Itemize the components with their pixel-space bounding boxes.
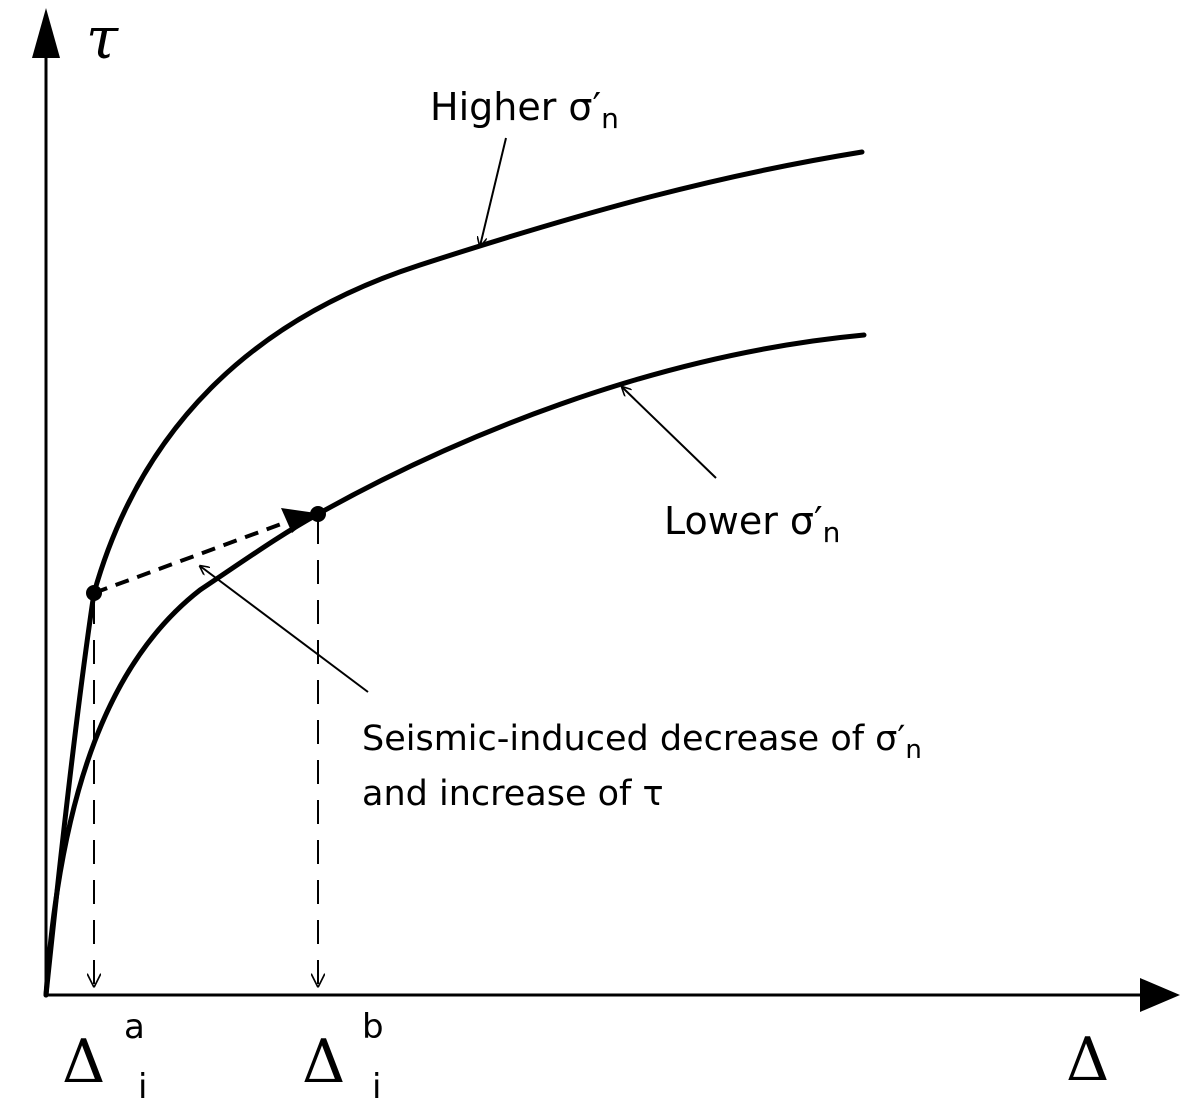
x-axis-label: Δ [1066,1025,1109,1095]
stress-path-arrowhead [281,508,316,533]
label-lower-sub: n [823,516,841,549]
tick-b-base: Δ [302,1027,345,1097]
tick-a-sup: a [124,1007,145,1047]
point-b [310,506,326,522]
annotation-line-1-text: Seismic-induced decrease of σ′ [362,719,905,759]
label-higher-stress: Higher σ′n [430,85,619,135]
tick-b-sub: i [372,1067,381,1107]
leader-higher [480,137,507,246]
tick-a-sub: i [138,1067,147,1107]
curve-higher-stress [43,149,865,998]
leader-lower [622,387,717,479]
annotation-line-1: Seismic-induced decrease of σ′n [362,719,922,765]
tick-b-sup: b [362,1007,384,1047]
stress-path-dashed-arrow [93,518,293,595]
label-lower-text: Lower σ′ [664,499,823,543]
x-axis-arrowhead [1140,978,1180,1012]
tick-a-base: Δ [62,1027,105,1097]
point-a [86,585,102,601]
annotation-line-1-sub: n [905,735,921,765]
label-lower-stress: Lower σ′n [664,499,840,549]
label-higher-text: Higher σ′ [430,85,601,129]
tick-label-a: Δ a i [62,1007,147,1107]
tick-label-b: Δ b i [302,1007,384,1107]
y-axis-label: τ [86,4,119,72]
y-axis-arrowhead [32,8,60,58]
curve-lower-stress [43,332,867,998]
annotation-line-2: and increase of τ [362,774,664,814]
label-higher-sub: n [601,102,619,135]
leader-annotation [200,566,369,693]
